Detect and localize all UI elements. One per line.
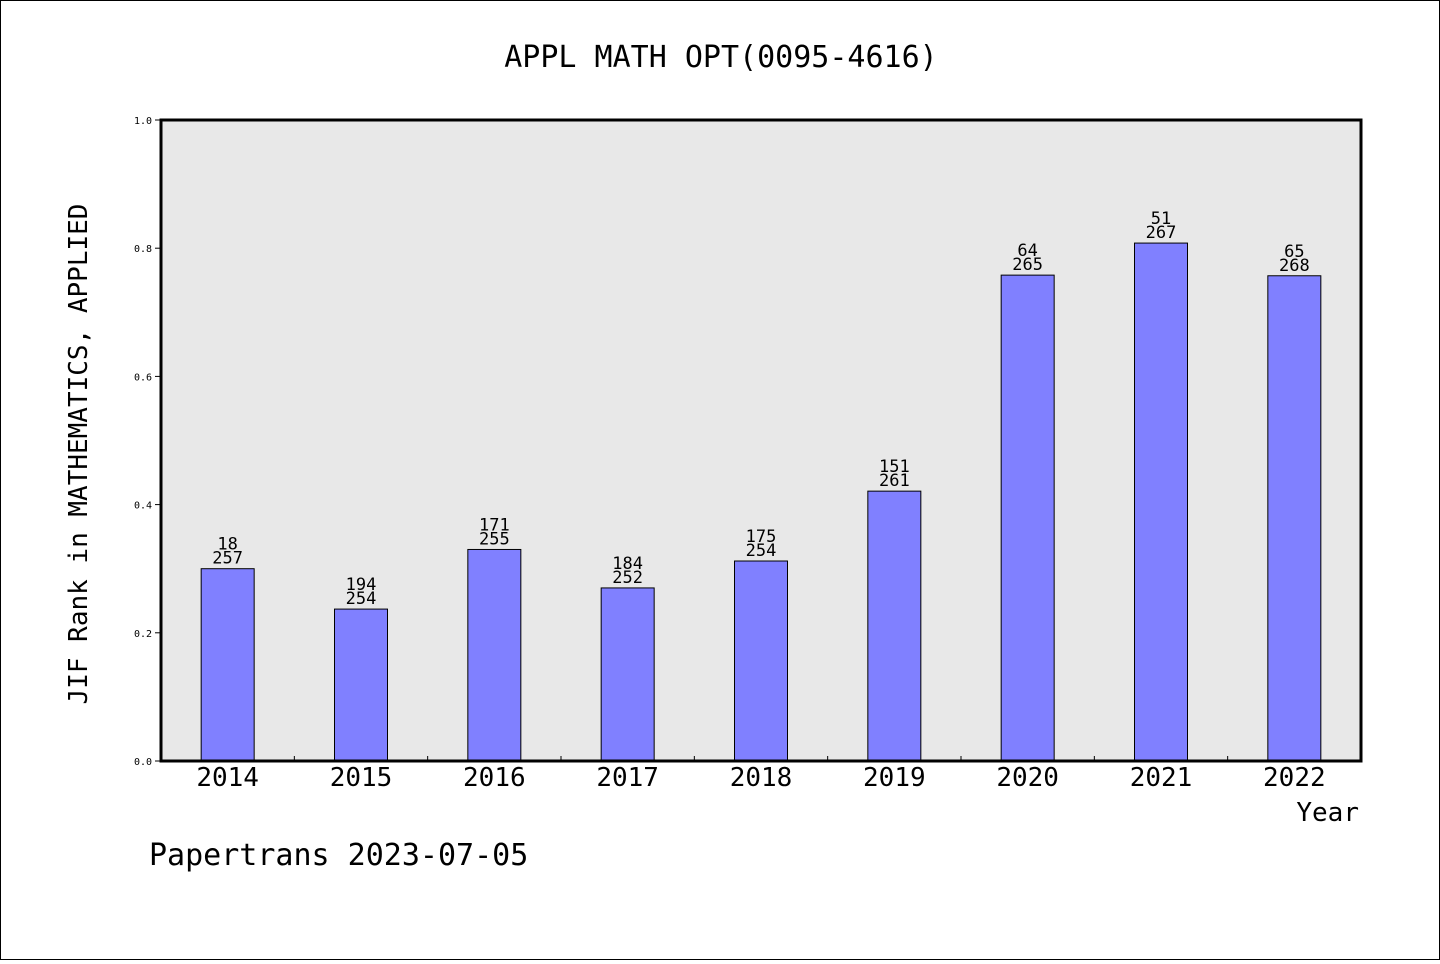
bar-label-rank: 18: [217, 535, 237, 555]
bar-label-rank: 51: [1151, 209, 1171, 229]
x-axis-label: Year: [1296, 798, 1359, 828]
bar-label-total: 268: [1279, 256, 1310, 276]
x-tick-label: 2022: [1263, 763, 1326, 793]
x-tick-label: 2020: [996, 763, 1059, 793]
bar-label-total: 261: [879, 471, 910, 491]
bar-label-rank: 194: [346, 575, 377, 595]
chart-title: APPL MATH OPT(0095-4616): [504, 40, 937, 75]
y-tick-label: 0.2: [134, 629, 152, 640]
bar-label-rank: 64: [1017, 241, 1037, 261]
footer-credit: Papertrans 2023-07-05: [149, 838, 528, 873]
y-tick-label: 0.8: [134, 244, 152, 255]
bar-label-total: 265: [1012, 255, 1043, 275]
bar-label-rank: 151: [879, 457, 910, 477]
x-tick-label: 2018: [730, 763, 793, 793]
y-tick-label: 0.6: [134, 372, 152, 383]
y-tick-label: 1.0: [134, 116, 152, 127]
x-tick-label: 2017: [596, 763, 659, 793]
bar-label-rank: 184: [612, 554, 643, 574]
bar: [200, 568, 255, 762]
bar-label-rank: 175: [746, 527, 777, 547]
x-tick-label: 2014: [196, 763, 259, 793]
bar: [867, 490, 922, 762]
x-tick-label: 2016: [463, 763, 526, 793]
bar: [734, 560, 788, 762]
plot-border: [159, 118, 1363, 763]
bar-label-rank: 171: [479, 515, 510, 535]
bar-label-total: 254: [746, 541, 777, 561]
x-tick-label: 2019: [863, 763, 926, 793]
bar: [1267, 275, 1322, 762]
bar-label-total: 257: [212, 549, 243, 569]
bar-label-total: 267: [1146, 223, 1177, 243]
y-tick-label: 0.0: [134, 757, 152, 768]
bar-label-total: 252: [612, 568, 643, 588]
bar-label-rank: 65: [1284, 242, 1304, 262]
bar: [467, 548, 522, 762]
bar: [1134, 242, 1188, 762]
y-tick-label: 0.4: [134, 501, 152, 512]
bar: [600, 587, 655, 762]
bar: [334, 608, 388, 762]
bar-label-total: 254: [346, 589, 377, 609]
plot-area: 0.00.20.40.60.81.01825720141942542015171…: [134, 116, 1363, 793]
bar-label-total: 255: [479, 529, 510, 549]
x-tick-label: 2015: [330, 763, 393, 793]
y-axis-label: JIF Rank in MATHEMATICS, APPLIED: [64, 204, 94, 705]
bar: [1000, 274, 1055, 762]
x-tick-label: 2021: [1130, 763, 1193, 793]
